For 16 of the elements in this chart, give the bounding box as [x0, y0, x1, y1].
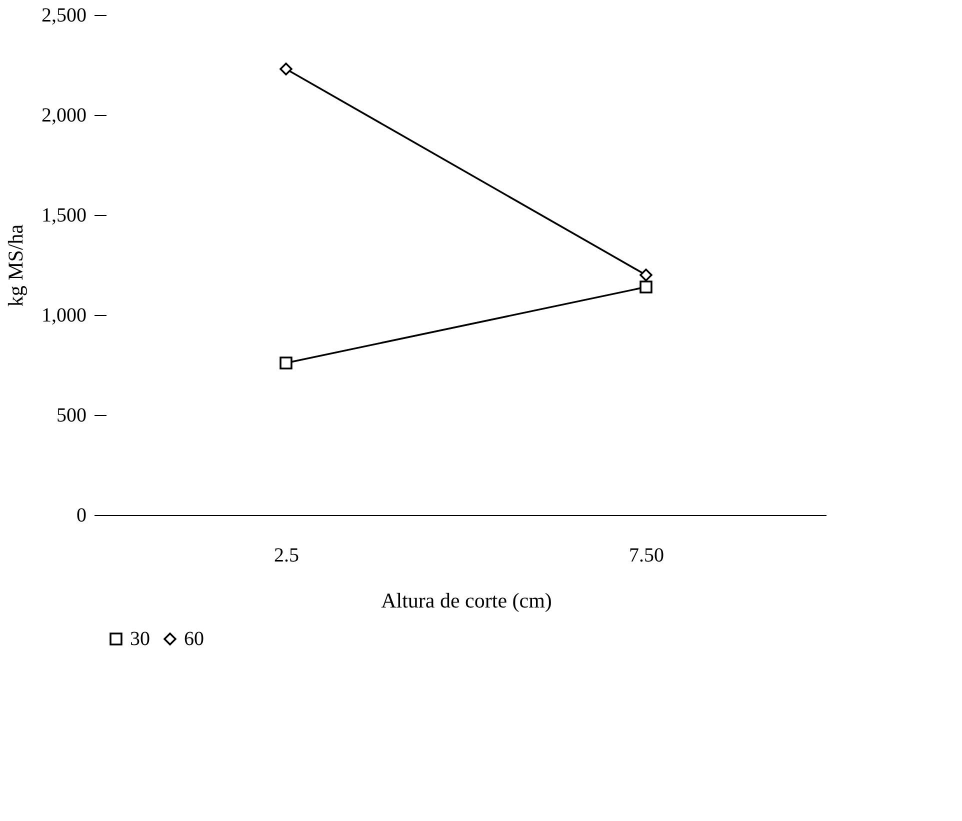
- y-tick-label: 2,500: [42, 4, 86, 26]
- y-tick-label: 0: [76, 504, 86, 526]
- x-axis-title: Altura de corte (cm): [381, 588, 552, 612]
- point: [280, 356, 292, 370]
- point: [640, 280, 652, 294]
- y-tick-label: 500: [56, 404, 86, 426]
- point: [280, 62, 292, 76]
- y-tick-label: 1,000: [42, 304, 86, 326]
- y-axis-title: kg MS/ha: [4, 224, 28, 307]
- y-tick-label: 2,000: [42, 104, 86, 126]
- point: [640, 268, 652, 282]
- legend-label: 30: [130, 628, 150, 650]
- x-tick-label: 2.5: [274, 544, 299, 566]
- x-tick-label: 7.50: [629, 544, 664, 566]
- legend-label: 60: [184, 628, 204, 650]
- y-tick-label: 1,500: [42, 204, 86, 226]
